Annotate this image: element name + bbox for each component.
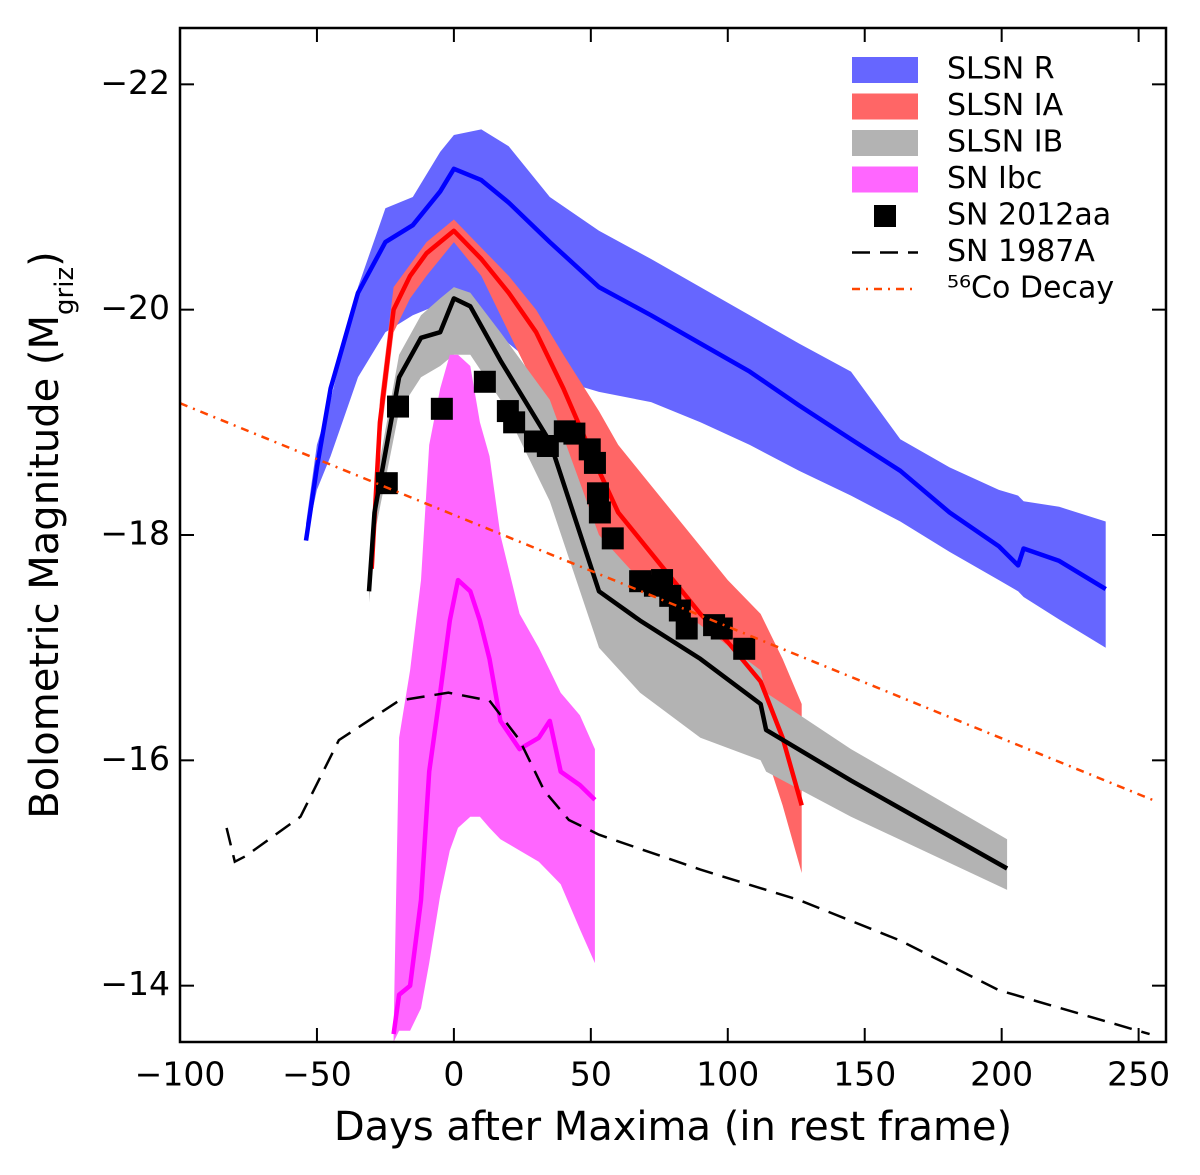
- data-point: [601, 527, 624, 550]
- band-area: [371, 219, 802, 873]
- y-axis-label: Bolometric Magnitude (Mgriz): [22, 251, 80, 818]
- data-point: [586, 482, 609, 505]
- legend-swatch: [852, 57, 918, 83]
- band-mean-line: [303, 166, 1107, 592]
- band-mean-line: [369, 228, 804, 807]
- x-tick-label: 50: [570, 1055, 612, 1094]
- legend-swatch: [852, 130, 918, 156]
- plot-area: [180, 129, 1153, 1042]
- legend-swatch: [852, 166, 918, 193]
- legend-label: SN 2012aa: [947, 198, 1111, 233]
- y-tick-label: −14: [100, 964, 170, 1003]
- data-point: [375, 472, 398, 495]
- data-point: [583, 451, 606, 474]
- data-line: [225, 691, 1150, 1036]
- data-point: [473, 370, 496, 393]
- x-tick-label: −100: [135, 1055, 226, 1094]
- legend-label: ⁵⁶Co Decay: [947, 271, 1114, 306]
- band-mean-line: [391, 577, 597, 1035]
- data-point: [387, 395, 410, 418]
- data-point: [536, 434, 559, 457]
- legend-marker: [874, 205, 896, 227]
- data-point: [430, 397, 453, 420]
- y-tick-label: −20: [100, 288, 170, 327]
- legend-label: SN 1987A: [947, 234, 1095, 269]
- x-tick-label: −50: [282, 1055, 352, 1094]
- y-tick-label: −22: [100, 63, 170, 102]
- x-tick-label: 250: [1107, 1055, 1170, 1094]
- data-point: [588, 501, 611, 524]
- x-tick-label: 150: [833, 1055, 896, 1094]
- y-axis-label-sub: griz: [50, 267, 80, 315]
- data-point: [733, 637, 756, 660]
- x-axis-label: Days after Maxima (in rest frame): [334, 1104, 1012, 1150]
- legend-label: SN Ibc: [947, 161, 1042, 196]
- plot-frame: [178, 26, 1168, 1044]
- data-point: [503, 411, 526, 434]
- axes: −100 −50 0 50 100 150 200 250 −22 −20 −18 −16 −14: [100, 28, 1170, 1094]
- band-mean-line: [366, 296, 1009, 871]
- band-area: [306, 129, 1106, 648]
- legend-label: SLSN R: [947, 52, 1055, 87]
- legend-swatch: [852, 93, 918, 120]
- legend-label: SLSN IB: [947, 125, 1063, 160]
- x-tick-label: 0: [443, 1055, 464, 1094]
- y-axis-label-end: ): [22, 251, 68, 267]
- x-tick-label: 200: [970, 1055, 1033, 1094]
- x-tick-label: 100: [696, 1055, 759, 1094]
- data-point: [675, 617, 698, 640]
- y-tick-label: −16: [100, 739, 170, 778]
- y-tick-label: −18: [100, 514, 170, 553]
- legend-label: SLSN IA: [947, 88, 1064, 123]
- y-axis-label-main: Bolometric Magnitude (M: [22, 315, 68, 819]
